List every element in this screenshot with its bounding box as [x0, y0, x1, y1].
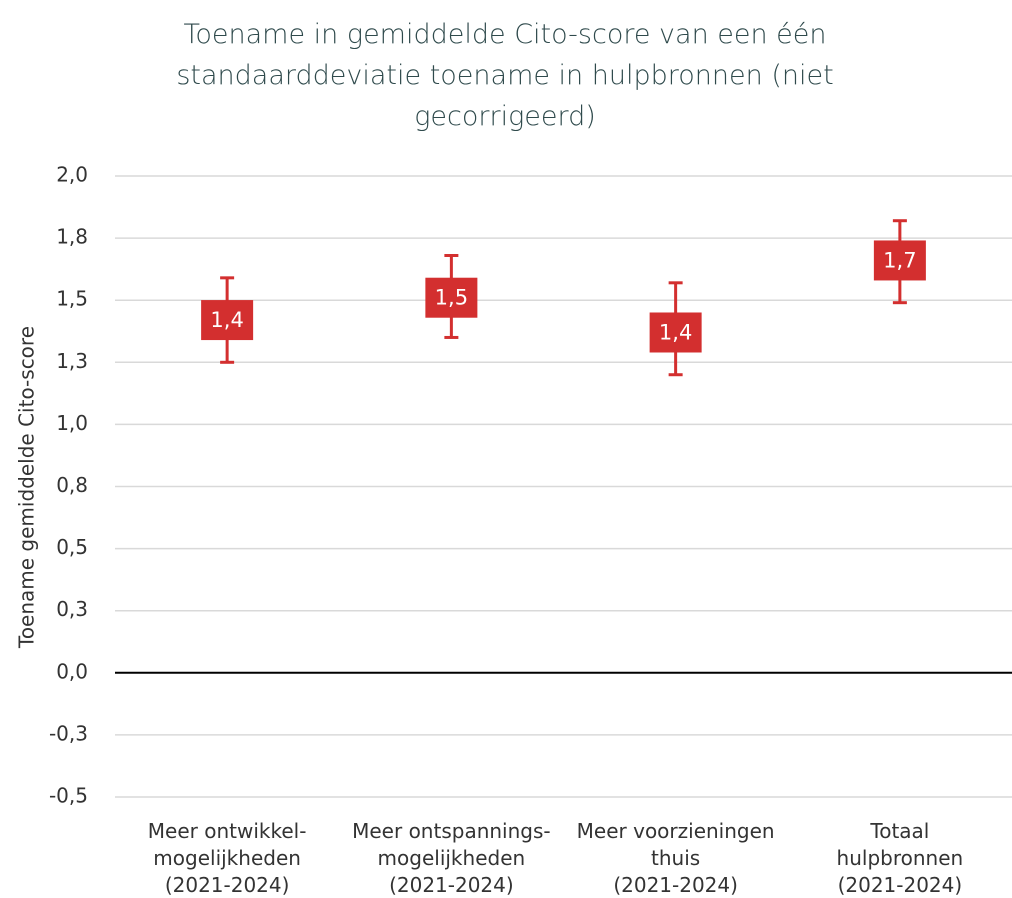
x-tick-label-line: Totaal: [869, 819, 929, 843]
data-label: 1,7: [883, 248, 916, 272]
x-tick-label-line: Meer ontspannings-: [352, 819, 551, 843]
point-box: [873, 240, 926, 281]
y-tick-label: 0,8: [56, 473, 88, 497]
y-tick-label: 0,5: [56, 535, 88, 559]
x-tick-label-line: (2021-2024): [613, 873, 738, 897]
y-tick-label: -0,3: [49, 721, 88, 745]
y-tick-label: 1,3: [56, 349, 88, 373]
y-tick-label: -0,5: [49, 784, 88, 808]
y-tick-label: 1,0: [56, 411, 88, 435]
point-box: [649, 312, 702, 353]
x-tick-label-line: mogelijkheden: [153, 846, 301, 870]
data-label: 1,4: [210, 308, 243, 332]
y-tick-label: 2,0: [56, 163, 88, 187]
x-tick-label-line: hulpbronnen: [837, 846, 964, 870]
x-tick-label-line: (2021-2024): [838, 873, 963, 897]
x-tick-label-line: Meer ontwikkel-: [148, 819, 307, 843]
x-tick-label-line: mogelijkheden: [378, 846, 526, 870]
x-tick-label: Meer voorzieningen thuis (2021-2024): [577, 819, 775, 897]
y-tick-label: 1,8: [56, 225, 88, 249]
x-tick-label-line: Meer voorzieningen: [577, 819, 775, 843]
x-tick-label-line: thuis: [651, 846, 700, 870]
y-axis-label: Toename gemiddelde Cito-score: [15, 326, 39, 649]
point-box: [425, 277, 478, 318]
chart-title: Toename in gemiddelde Cito-score van een…: [176, 19, 834, 132]
x-tick-label: Meer ontwikkel-mogelijkheden (2021-2024): [148, 819, 307, 897]
x-tick-label-line: (2021-2024): [389, 873, 514, 897]
y-tick-label: 0,0: [56, 659, 88, 683]
data-label: 1,4: [659, 320, 692, 344]
point-box: [201, 300, 254, 341]
x-tick-label: Meer ontspannings-mogelijkheden (2021-202…: [352, 819, 551, 897]
data-label: 1,5: [435, 286, 468, 310]
x-tick-label-line: (2021-2024): [165, 873, 290, 897]
y-tick-label: 0,3: [56, 597, 88, 621]
y-tick-label: 1,5: [56, 287, 88, 311]
x-tick-label: Totaal hulpbronnen (2021-2024): [837, 819, 964, 897]
